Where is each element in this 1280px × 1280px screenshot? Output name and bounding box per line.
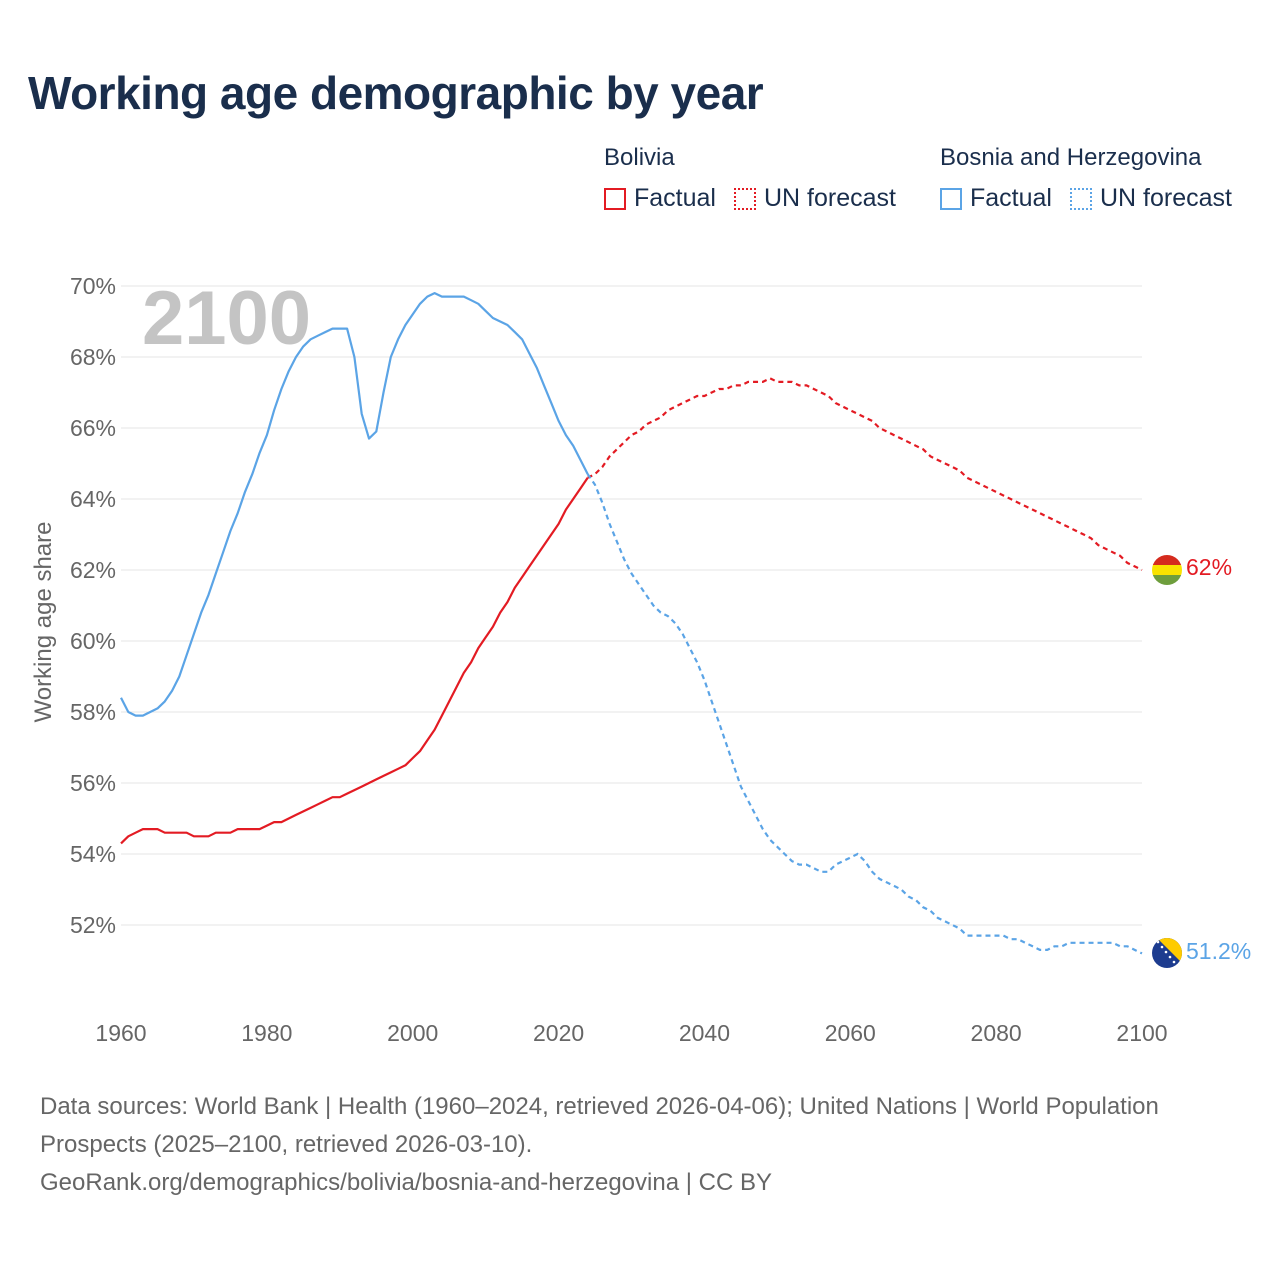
y-tick-label: 64% (70, 486, 116, 512)
year-watermark: 2100 (142, 276, 311, 361)
x-tick-label: 2000 (387, 1020, 438, 1046)
series-line-bolivia-forecast (587, 377, 1143, 571)
series-line-bosnia-and-herzegovina-factual (120, 292, 589, 717)
y-axis-label: Working age share (30, 522, 57, 723)
line-chart: 52% 54% 56% 58% 60% 62% 64% 66% 68% 70% 1960 1980 20… (30, 273, 1251, 1046)
legend-label-bolivia-forecast: UN forecast (763, 184, 896, 212)
legend-country-bosnia: Bosnia and Herzegovina (940, 144, 1202, 171)
legend-label-bosnia-forecast: UN forecast (1099, 184, 1232, 212)
legend-swatch-bolivia-factual (604, 187, 626, 210)
legend-item-bolivia-factual[interactable]: Factual (604, 184, 716, 213)
legend-bolivia: Bolivia Factual UN forecast (604, 144, 914, 213)
x-tick-label: 2020 (533, 1020, 584, 1046)
y-tick-label: 56% (70, 770, 116, 796)
flag-icon-bosnia (1152, 938, 1182, 968)
footer-sources: Data sources: World Bank | Health (1960–… (40, 1093, 1159, 1158)
x-tick-label: 2100 (1116, 1020, 1167, 1046)
legend-country-bolivia: Bolivia (604, 144, 675, 171)
footer-attribution: GeoRank.org/demographics/bolivia/bosnia-… (40, 1169, 772, 1196)
legend-label-bosnia-factual: Factual (970, 184, 1052, 212)
series-line-bosnia-and-herzegovina-forecast (586, 473, 1143, 955)
x-tick-label: 1960 (95, 1020, 146, 1046)
x-tick-label: 1980 (241, 1020, 292, 1046)
footer: Data sources: World Bank | Health (1960–… (40, 1088, 1200, 1202)
legend-item-bosnia-forecast[interactable]: UN forecast (1069, 184, 1232, 213)
x-tick-label: 2040 (679, 1020, 730, 1046)
flag-icon-bolivia (1152, 555, 1182, 585)
legend-swatch-bosnia-forecast (1069, 187, 1092, 210)
y-tick-label: 60% (70, 628, 116, 654)
y-tick-label: 62% (70, 557, 116, 583)
legend-label-bolivia-factual: Factual (634, 184, 716, 212)
y-tick-label: 68% (70, 344, 116, 370)
y-tick-label: 70% (70, 273, 116, 299)
y-tick-label: 54% (70, 841, 116, 867)
legend-bosnia: Bosnia and Herzegovina Factual UN foreca… (940, 144, 1232, 213)
x-tick-label: 2080 (971, 1020, 1022, 1046)
legend-item-bolivia-forecast[interactable]: UN forecast (733, 184, 896, 213)
legend-swatch-bolivia-forecast (733, 187, 756, 210)
y-tick-label: 58% (70, 699, 116, 725)
x-tick-label: 2060 (825, 1020, 876, 1046)
legend-swatch-bosnia-factual (940, 187, 962, 210)
y-tick-label: 66% (70, 415, 116, 441)
y-tick-label: 52% (70, 912, 116, 938)
series-line-bolivia-factual (120, 477, 589, 845)
end-label-bosnia: 51.2% (1186, 938, 1251, 964)
chart-title: Working age demographic by year (28, 67, 764, 119)
end-label-bolivia: 62% (1186, 554, 1232, 580)
legend-item-bosnia-factual[interactable]: Factual (940, 184, 1052, 213)
